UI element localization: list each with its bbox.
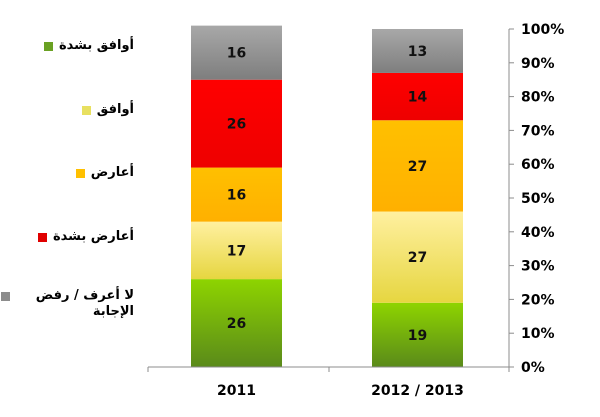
y-tick-label-9: 90% [521,56,555,72]
data-label-4-1: 13 [408,44,427,60]
data-label-2-1: 27 [408,159,427,175]
legend-label: أعارض [90,165,134,180]
data-label-1-0: 17 [227,243,246,259]
x-tick-label-0: 2011 [217,383,256,399]
y-tick-label-1: 10% [521,326,555,342]
y-tick-label-0: 0% [521,360,545,376]
legend-swatch [37,233,47,242]
bar-segment-1-0 [191,221,282,280]
legend-item-0: أوافق بشدة [43,38,134,54]
bar-segment-3-1 [372,72,463,121]
legend-item-4: لا أعرف / رفض الإجابة [1,288,134,320]
bars-layer: 26 17 16 26 16 19 27 27 14 13 [191,25,463,367]
legend-label: لا أعرف / رفض الإجابة [35,288,134,319]
data-label-4-0: 16 [227,46,246,62]
data-label-1-1: 27 [408,250,427,266]
y-tick-label-2: 20% [521,292,555,308]
y-tick-label-3: 30% [521,259,555,275]
y-tick-label-7: 70% [521,123,555,139]
legend-swatch [43,42,53,51]
x-tick-label-1: 2012 / 2013 [371,383,464,399]
legend-item-1: أوافق [81,102,134,118]
data-label-2-0: 16 [227,188,246,204]
y-tick-label-10: 100% [521,22,564,38]
axes-layer: 2011 2012 / 2013 0% 10% 20% 30% 40% 50% 60% 70% 80… [147,22,564,399]
bar-segment-0-1 [372,302,463,367]
legend-label: أعارض بشدة [52,229,134,244]
legend-swatch [1,292,10,301]
data-label-0-0: 26 [227,316,246,332]
y-tick-label-6: 60% [521,157,555,173]
bar-segment-0-0 [191,279,282,367]
data-label-0-1: 19 [408,328,427,344]
bar-segment-4-1 [372,29,463,73]
bar-segment-4-0 [191,25,282,80]
bar-segment-2-0 [191,167,282,222]
legend-label: أوافق [96,102,134,117]
y-tick-label-8: 80% [521,90,555,106]
legend-item-3: أعارض بشدة [37,229,134,245]
legend: أوافق بشدة أوافق أعارض أعارض بشدة لا أعرف / … [0,0,140,417]
bar-segment-1-1 [372,211,463,303]
y-tick-label-5: 50% [521,191,555,207]
legend-swatch [75,169,85,178]
data-label-3-1: 14 [408,90,428,106]
legend-swatch [81,106,91,115]
bar-segment-2-1 [372,120,463,212]
legend-label: أوافق بشدة [58,38,134,53]
data-label-3-0: 26 [227,117,246,133]
bar-segment-3-0 [191,79,282,168]
y-tick-label-4: 40% [521,225,555,241]
legend-item-2: أعارض [75,165,134,181]
